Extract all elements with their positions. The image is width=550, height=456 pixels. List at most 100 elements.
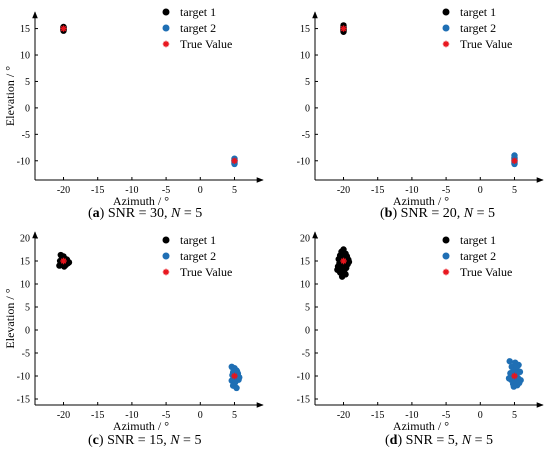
- y-tick-label: -5: [22, 130, 30, 141]
- x-tick-label: 0: [198, 410, 203, 421]
- true-value-point: [340, 257, 347, 265]
- legend: target 1 target 2 True Value: [442, 5, 512, 51]
- caption-c-n-var: N: [170, 433, 180, 448]
- legend: target 1 target 2 True Value: [162, 5, 232, 51]
- caption-c-n: = 5: [183, 433, 202, 448]
- x-tick-label: -20: [337, 410, 350, 421]
- legend-marker-target-2: [162, 24, 170, 32]
- y-tick-label: 10: [300, 51, 310, 62]
- series-true-value: [60, 257, 238, 380]
- target-2-point: [505, 375, 513, 382]
- caption-b-n: = 5: [476, 206, 496, 221]
- x-tick-label: -10: [405, 185, 418, 196]
- caption-a-n-var: N: [170, 206, 181, 221]
- legend: target 1 target 2 True Value: [442, 233, 512, 279]
- y-tick-label: -10: [17, 156, 30, 167]
- y-tick-label: 15: [300, 24, 310, 35]
- target-1-point: [334, 266, 341, 273]
- legend-label: True Value: [180, 37, 232, 51]
- target-2-point: [513, 363, 520, 370]
- x-tick-label: 5: [512, 410, 517, 421]
- series-true-value: [60, 25, 238, 164]
- y-tick-label: 0: [305, 326, 310, 337]
- legend-marker-target-2: [442, 24, 450, 32]
- legend-marker-true-value: [442, 40, 450, 48]
- series-true-value: [340, 257, 518, 380]
- caption-b-n-var: N: [463, 206, 474, 221]
- caption-d-n: = 5: [474, 433, 494, 448]
- legend-label: target 1: [180, 233, 216, 247]
- x-tick-label: -15: [371, 410, 384, 421]
- y-tick-label: -10: [297, 156, 310, 167]
- x-axis-label: Azimuth / °: [113, 419, 169, 433]
- x-axis-label: Azimuth / °: [113, 194, 169, 208]
- legend-label: target 1: [460, 5, 496, 19]
- y-tick-label: 0: [305, 103, 310, 114]
- x-tick-label: 0: [478, 410, 483, 421]
- legend-label: target 2: [180, 21, 216, 35]
- caption-c: (c) SNR = 15, N = 5: [88, 433, 202, 448]
- target-1-point: [345, 258, 353, 266]
- legend-label: target 2: [460, 21, 496, 35]
- y-tick-label: -5: [302, 349, 310, 360]
- y-tick-label: -15: [17, 395, 30, 406]
- legend-marker-true-value: [442, 268, 450, 276]
- true-value-point: [60, 25, 67, 32]
- caption-d: (d) SNR = 5, N = 5: [385, 433, 494, 448]
- y-tick-label: 0: [25, 103, 30, 114]
- caption-d-n-var: N: [461, 433, 472, 448]
- legend-label: target 1: [180, 5, 216, 19]
- x-tick-label: -5: [162, 410, 170, 421]
- legend-marker-target-2: [442, 252, 450, 260]
- y-axis-label: Elevation / °: [3, 288, 17, 348]
- y-tick-label: 10: [20, 280, 30, 291]
- panel-d: -20 -15 -10 -5 0 5 20 15 10 5 0 -5 -10 -15 Azimuth / °…: [297, 231, 544, 433]
- x-tick-label: 0: [198, 185, 203, 196]
- target-2-point: [233, 384, 240, 392]
- panel-c: -20 -15 -10 -5 0 5 20 15 10 5 0 -5 -10 -15 Azimuth / °…: [3, 231, 264, 433]
- y-tick-label: 15: [20, 257, 30, 268]
- legend-label: target 1: [460, 233, 496, 247]
- y-tick-label: -10: [17, 372, 30, 383]
- caption-a: (a) SNR = 30, N = 5: [88, 206, 203, 221]
- caption-b-label: b: [384, 206, 393, 221]
- x-tick-label: -15: [91, 185, 104, 196]
- x-axis-label: Azimuth / °: [393, 194, 449, 208]
- x-tick-label: 5: [232, 410, 237, 421]
- true-value-point: [60, 257, 67, 265]
- x-tick-label: -10: [125, 185, 138, 196]
- caption-d-label: d: [389, 433, 398, 448]
- series-true-value: [340, 25, 518, 164]
- x-tick-label: -10: [125, 410, 138, 421]
- x-tick-label: 5: [512, 185, 517, 196]
- x-axis-label: Azimuth / °: [393, 419, 449, 433]
- x-tick-label: -20: [337, 185, 350, 196]
- caption-c-label: c: [92, 433, 99, 448]
- true-value-point: [511, 372, 518, 380]
- x-tick-label: -10: [405, 410, 418, 421]
- legend-marker-target-1: [442, 8, 450, 16]
- y-tick-label: -10: [297, 372, 310, 383]
- target-2-point: [230, 366, 237, 373]
- target-2-point: [506, 358, 513, 365]
- target-1-point: [56, 262, 63, 269]
- y-tick-label: 5: [25, 303, 30, 314]
- true-value-point: [231, 372, 238, 380]
- legend-marker-target-2: [162, 252, 170, 260]
- x-tick-label: 5: [232, 185, 237, 196]
- y-tick-label: 5: [305, 303, 310, 314]
- legend: target 1 target 2 True Value: [162, 233, 232, 279]
- x-tick-label: -20: [57, 185, 70, 196]
- x-tick-label: -20: [57, 410, 70, 421]
- x-tick-label: -5: [442, 185, 450, 196]
- x-tick-label: -5: [162, 185, 170, 196]
- caption-c-snr: SNR = 15,: [107, 433, 167, 448]
- legend-marker-true-value: [162, 268, 170, 276]
- y-tick-label: 10: [300, 280, 310, 291]
- true-value-point: [340, 25, 347, 32]
- y-tick-label: 5: [305, 77, 310, 88]
- true-value-point: [511, 157, 518, 164]
